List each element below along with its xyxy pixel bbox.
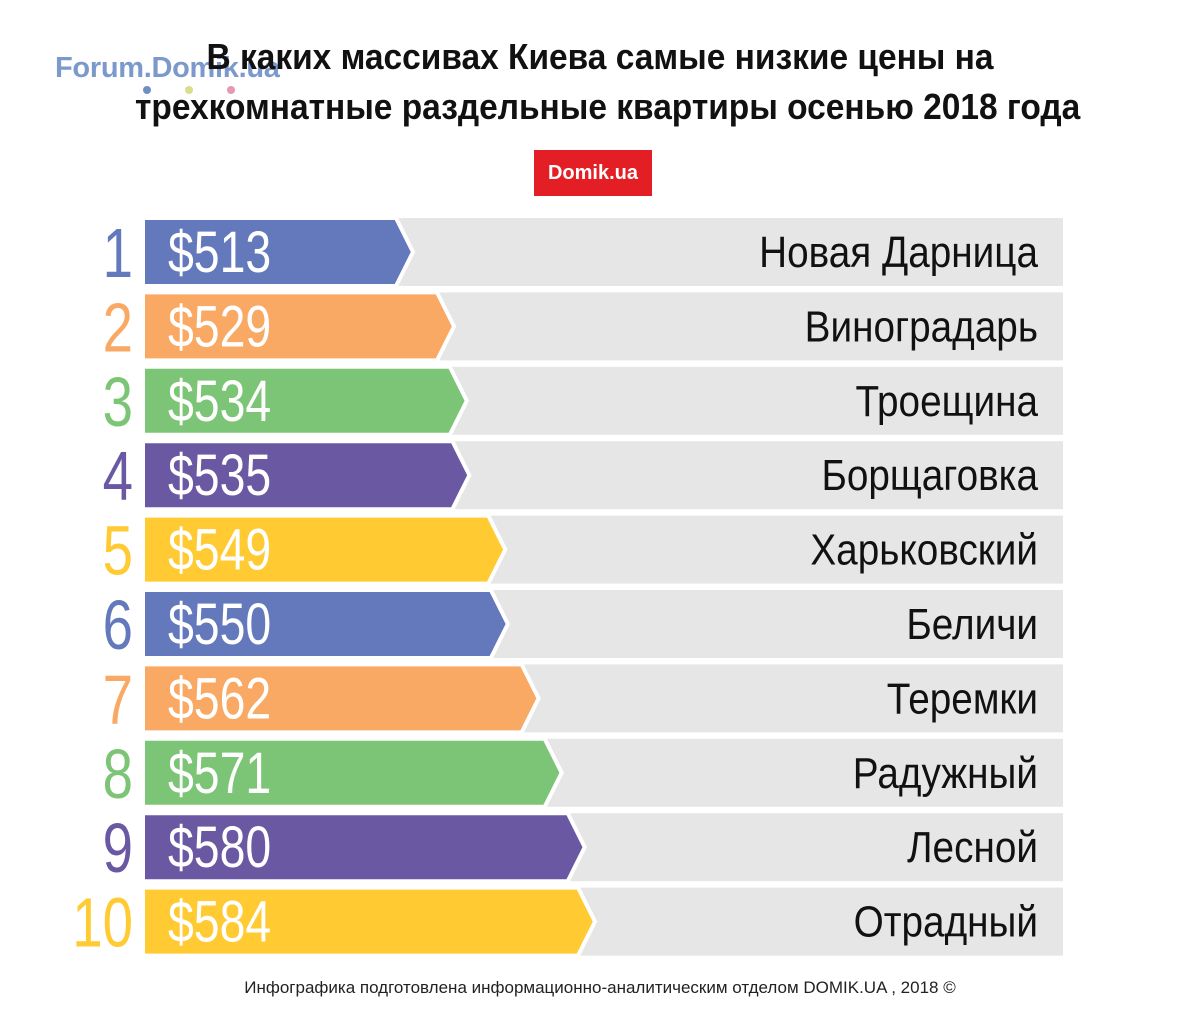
- bar: [141, 364, 470, 437]
- value-label: $535: [168, 443, 271, 508]
- rank-number: 10: [72, 884, 133, 962]
- forum-watermark: Forum.Domik.ua: [55, 52, 280, 84]
- category-label: Теремки: [887, 673, 1038, 723]
- value-label: $571: [168, 741, 271, 806]
- rank-number: 4: [103, 438, 133, 516]
- category-label: Борщаговка: [821, 450, 1038, 500]
- value-label: $549: [168, 518, 271, 583]
- footer-credit: Инфографика подготовлена информационно-а…: [244, 978, 956, 997]
- bar: [141, 885, 598, 958]
- bar: [141, 439, 472, 512]
- rank-number: 6: [103, 587, 133, 665]
- value-label: $529: [168, 294, 271, 359]
- bar: [141, 662, 541, 735]
- rank-number: 1: [103, 215, 133, 293]
- category-label: Новая Дарница: [759, 227, 1039, 277]
- bar: [141, 736, 564, 809]
- rank-number: 5: [103, 512, 133, 590]
- bar: [141, 811, 587, 884]
- watermark-dots: [143, 86, 243, 96]
- bar: [141, 216, 416, 288]
- value-label: $562: [168, 666, 271, 731]
- category-label: Радужный: [853, 747, 1038, 797]
- rank-number: 2: [103, 289, 133, 367]
- rank-number: 3: [103, 363, 133, 441]
- value-label: $534: [168, 369, 271, 434]
- chart-title: В каких массивах Киева самые низкие цены…: [135, 32, 1081, 132]
- category-label: Виноградарь: [805, 301, 1038, 351]
- category-label: Харьковский: [810, 524, 1038, 574]
- category-label: Отрадный: [854, 896, 1038, 946]
- rank-number: 9: [103, 810, 133, 888]
- category-label: Троещина: [856, 375, 1039, 425]
- bar: [141, 513, 508, 586]
- watermark-dot: [227, 86, 235, 94]
- brand-badge: Domik.ua: [534, 150, 652, 196]
- value-label: $584: [168, 890, 271, 955]
- title-line-1: В каких массивах Киева самые низкие цены…: [206, 36, 994, 77]
- value-label: $513: [168, 220, 271, 285]
- value-label: $580: [168, 815, 271, 880]
- bar: [141, 588, 511, 660]
- category-label: Лесной: [907, 822, 1038, 872]
- value-label: $550: [168, 592, 271, 657]
- watermark-dot: [185, 86, 193, 94]
- category-label: Беличи: [906, 599, 1038, 649]
- rank-number: 7: [103, 661, 133, 739]
- bar: [141, 290, 457, 363]
- watermark-dot: [143, 86, 151, 94]
- title-line-2: трехкомнатные раздельные квартиры осенью…: [135, 86, 1081, 127]
- rank-number: 8: [103, 735, 133, 813]
